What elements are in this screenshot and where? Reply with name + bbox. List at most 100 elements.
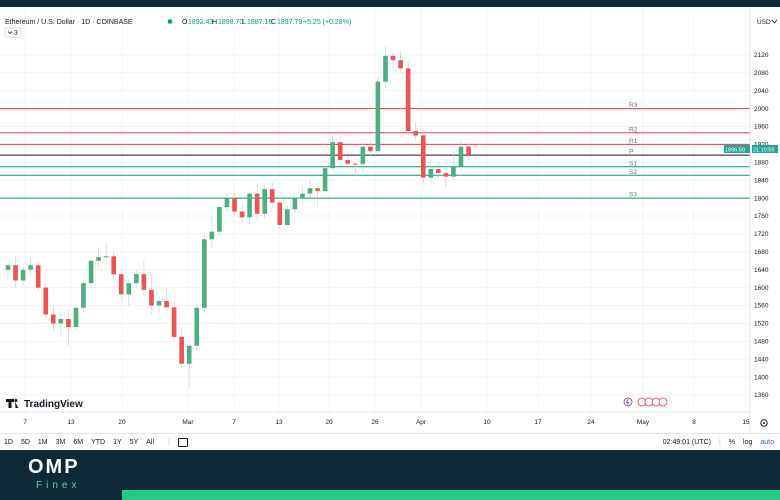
candle-body bbox=[247, 193, 252, 218]
candle bbox=[307, 180, 313, 202]
auto-toggle[interactable]: auto bbox=[760, 439, 774, 446]
chart-background bbox=[0, 7, 780, 433]
candle bbox=[368, 139, 373, 156]
candle-body bbox=[171, 307, 177, 337]
candle bbox=[202, 233, 207, 313]
low-value: 1887.16 bbox=[247, 19, 272, 26]
candle bbox=[186, 343, 192, 387]
settings-button[interactable] bbox=[760, 419, 768, 427]
price-tick-label: 1960 bbox=[754, 124, 769, 131]
candle-body bbox=[451, 166, 456, 177]
candle bbox=[20, 267, 26, 286]
candle bbox=[443, 171, 449, 189]
range-1d[interactable]: 1D bbox=[4, 439, 13, 446]
candle-body bbox=[436, 169, 441, 174]
candle-body bbox=[398, 60, 403, 69]
candle-body bbox=[337, 142, 343, 161]
candle-body bbox=[13, 265, 18, 281]
utc-clock[interactable]: 02:49:01 (UTC) bbox=[662, 439, 711, 446]
range-ytd[interactable]: YTD bbox=[91, 439, 106, 446]
candle-body bbox=[428, 169, 434, 178]
candle-body bbox=[126, 283, 132, 295]
candle bbox=[390, 52, 396, 69]
candle bbox=[269, 182, 275, 208]
range-1y[interactable]: 1Y bbox=[113, 439, 122, 446]
range-1m[interactable]: 1M bbox=[37, 439, 48, 446]
candle bbox=[164, 287, 169, 311]
tradingview-logo[interactable]: TradingView bbox=[6, 399, 83, 410]
pivot-label-s2: S2 bbox=[629, 169, 637, 176]
candle bbox=[360, 142, 366, 171]
time-tick-label: 13 bbox=[67, 419, 75, 426]
candle bbox=[353, 157, 358, 176]
candle-body bbox=[420, 135, 426, 178]
candle bbox=[194, 303, 200, 351]
time-tick-label: 8 bbox=[692, 419, 696, 426]
time-tick-label: 24 bbox=[587, 419, 595, 426]
candle bbox=[375, 77, 381, 155]
time-tag: 21:10:59 bbox=[753, 148, 774, 154]
time-tick-label: May bbox=[637, 419, 650, 426]
candle-body bbox=[239, 211, 245, 218]
candle-body bbox=[35, 265, 41, 288]
time-tick-label: 15 bbox=[742, 419, 750, 426]
range-all[interactable]: All bbox=[146, 439, 155, 446]
price-tick-label: 1840 bbox=[754, 177, 769, 184]
candle bbox=[103, 242, 109, 266]
candle-body bbox=[209, 231, 215, 240]
candle-body bbox=[300, 193, 305, 199]
candle bbox=[111, 251, 116, 279]
percent-toggle[interactable]: % bbox=[728, 439, 736, 446]
candle-body bbox=[58, 318, 64, 324]
open-value: 1892.43 bbox=[188, 19, 213, 26]
top-border bbox=[0, 0, 780, 7]
symbol-title[interactable]: Ethereum / U.S. Dollar · 1D · COINBASE bbox=[5, 19, 133, 26]
log-toggle[interactable]: log bbox=[743, 439, 753, 446]
range-5y[interactable]: 5Y bbox=[129, 439, 139, 446]
omp-logo: OMP bbox=[28, 456, 80, 478]
time-tick-label: Mar bbox=[182, 419, 194, 426]
price-tick-label: 1640 bbox=[754, 267, 769, 274]
candle-body bbox=[179, 336, 184, 364]
candle-body bbox=[5, 265, 11, 270]
range-3m[interactable]: 3M bbox=[55, 439, 66, 446]
candle-body bbox=[466, 146, 471, 155]
pivot-levels: R3 R2 R1 P S1 S2 S3 bbox=[0, 102, 750, 199]
candle-body bbox=[66, 318, 71, 328]
events-markers[interactable] bbox=[623, 397, 668, 407]
price-tag: 1896.50 bbox=[725, 148, 745, 154]
pivot-label-r1: R1 bbox=[629, 138, 638, 145]
indicators-toggle[interactable]: 3 bbox=[4, 27, 22, 38]
candle-body bbox=[413, 130, 418, 136]
time-tick-label: 7 bbox=[232, 419, 236, 426]
time-axis[interactable]: 7 13 20 Mar 7 13 20 26 Apr 10 17 24 May 8 15 bbox=[23, 419, 750, 426]
candle bbox=[5, 263, 11, 279]
candle-body bbox=[277, 202, 283, 225]
change-value: +5.25 (+0.28%) bbox=[303, 19, 351, 26]
candle bbox=[330, 135, 335, 172]
range-6m[interactable]: 6M bbox=[73, 439, 84, 446]
price-tick-label: 2000 bbox=[754, 106, 769, 113]
price-tick-label: 1600 bbox=[754, 285, 769, 292]
candle bbox=[428, 160, 434, 183]
candle-body bbox=[141, 274, 147, 290]
candle bbox=[141, 260, 147, 297]
time-tick-label: 26 bbox=[371, 419, 379, 426]
candle-body bbox=[262, 189, 267, 214]
candle bbox=[35, 260, 41, 293]
range-5d[interactable]: 5D bbox=[20, 439, 30, 446]
price-tick-label: 1720 bbox=[754, 231, 769, 238]
pivot-label-s1: S1 bbox=[629, 160, 637, 167]
candle bbox=[126, 278, 132, 306]
candle-body bbox=[224, 198, 230, 208]
candle bbox=[156, 296, 162, 313]
candle-body bbox=[307, 188, 313, 194]
candle bbox=[285, 204, 290, 228]
currency-label[interactable]: USD bbox=[757, 19, 771, 26]
candle bbox=[96, 247, 101, 268]
price-tick-label: 1480 bbox=[754, 339, 769, 346]
calendar-icon[interactable] bbox=[177, 438, 188, 447]
candle bbox=[451, 151, 456, 181]
toolbar-divider: | bbox=[168, 439, 170, 446]
